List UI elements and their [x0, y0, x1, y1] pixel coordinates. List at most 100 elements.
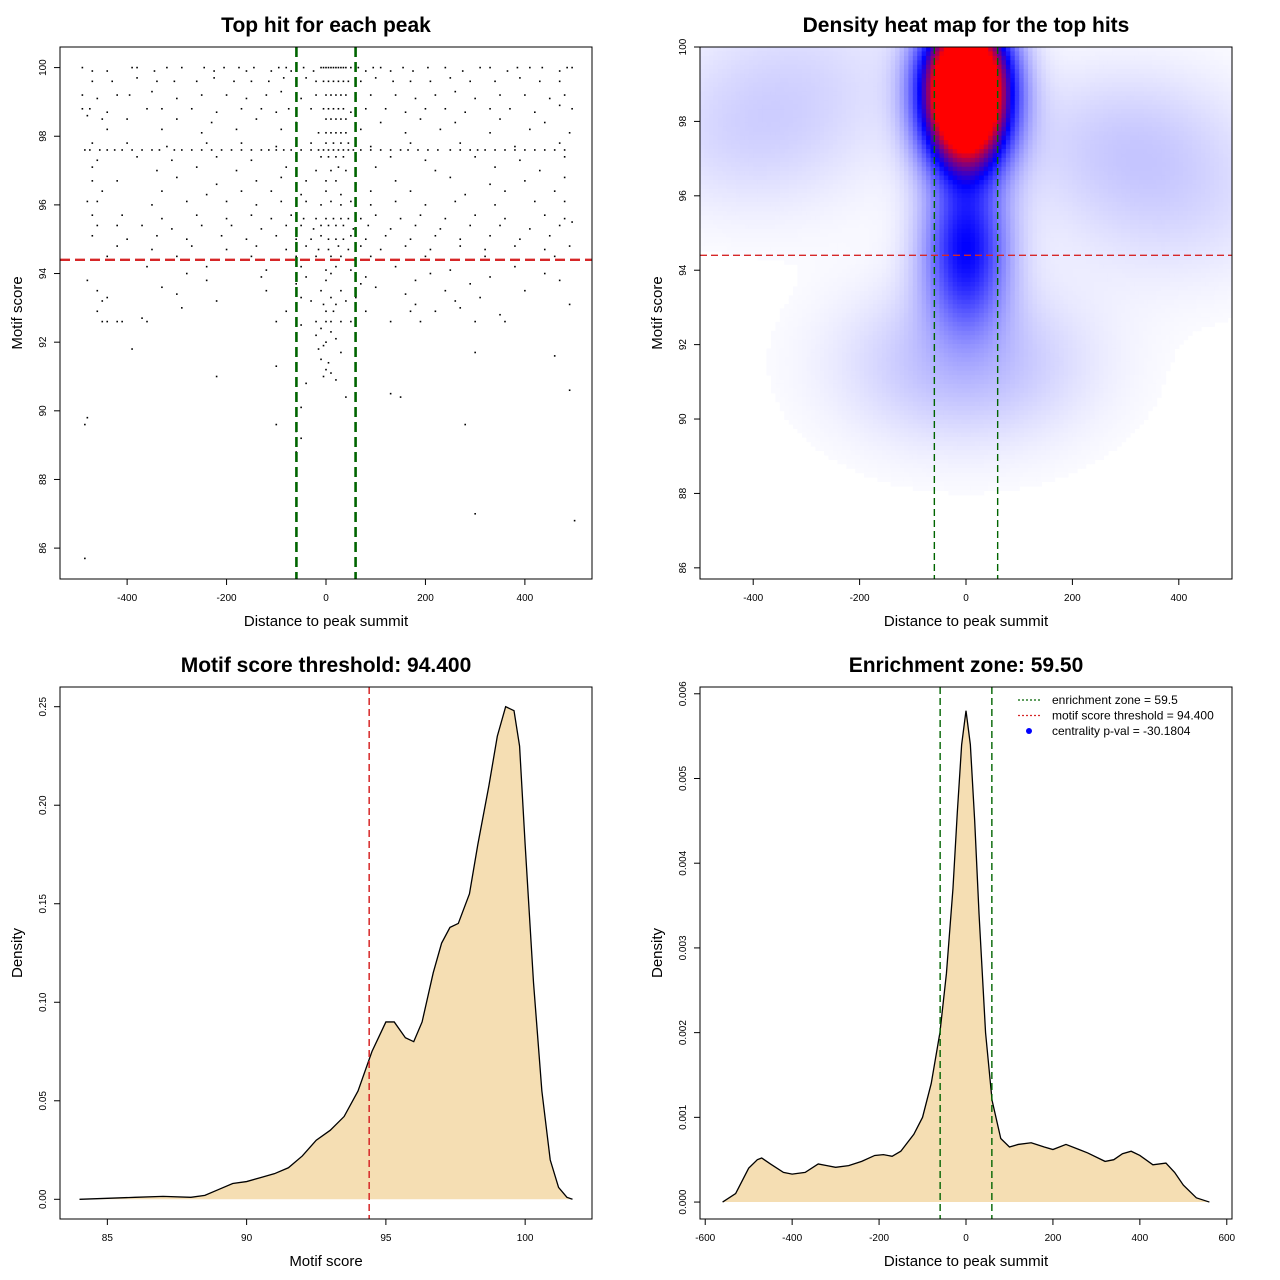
- heat-cell: [1165, 117, 1171, 123]
- heat-cell: [1227, 135, 1232, 141]
- heat-cell: [872, 78, 878, 84]
- heat-cell: [864, 180, 870, 186]
- heat-cell: [1209, 69, 1215, 75]
- heat-cell: [779, 47, 785, 53]
- data-point: [494, 166, 496, 168]
- heat-cell: [1036, 64, 1042, 70]
- heat-cell: [908, 188, 914, 194]
- data-point: [265, 94, 268, 96]
- heat-cell: [1081, 153, 1087, 159]
- data-point: [225, 248, 228, 251]
- heat-cell: [881, 171, 887, 177]
- heat-cell: [877, 131, 883, 137]
- heat-cell: [762, 113, 768, 119]
- heat-cell: [731, 157, 737, 163]
- heat-cell: [1001, 193, 1007, 199]
- heat-cell: [948, 171, 954, 177]
- heat-cell: [943, 86, 949, 92]
- heat-cell: [1103, 104, 1109, 110]
- heat-cell: [753, 86, 759, 92]
- data-point: [524, 289, 526, 292]
- heat-cell: [819, 131, 825, 137]
- heat-cell: [899, 188, 905, 194]
- heat-cell: [1227, 78, 1232, 84]
- heat-cell: [979, 126, 985, 132]
- heat-cell: [700, 166, 706, 172]
- heat-cell: [810, 140, 816, 146]
- data-point: [106, 320, 109, 323]
- heat-cell: [1112, 117, 1118, 123]
- heat-cell: [1223, 184, 1229, 190]
- heat-cell: [1076, 104, 1082, 110]
- heat-cell: [824, 69, 830, 75]
- data-point: [337, 107, 340, 110]
- heat-cell: [886, 86, 892, 92]
- heat-cell: [974, 91, 980, 97]
- heat-cell: [974, 73, 980, 79]
- heat-cell: [797, 197, 803, 203]
- heat-cell: [903, 175, 909, 181]
- heat-cell: [757, 157, 763, 163]
- heat-cell: [1103, 122, 1109, 128]
- heat-cell: [881, 104, 887, 110]
- heat-cell: [961, 197, 967, 203]
- data-point: [360, 128, 362, 131]
- heat-cell: [1019, 206, 1025, 212]
- heat-cell: [819, 60, 825, 66]
- heat-cell: [748, 188, 754, 194]
- heat-cell: [1223, 78, 1229, 84]
- heat-cell: [983, 100, 989, 106]
- heat-cell: [775, 82, 781, 88]
- data-point: [300, 149, 302, 151]
- heat-cell: [881, 197, 887, 203]
- heat-cell: [1032, 91, 1038, 97]
- heat-cell: [886, 166, 892, 172]
- heat-cell: [1183, 117, 1189, 123]
- heat-cell: [1081, 60, 1087, 66]
- heat-cell: [793, 153, 799, 159]
- heat-cell: [1130, 91, 1136, 97]
- heat-cell: [1023, 95, 1029, 101]
- heat-cell: [886, 64, 892, 70]
- heat-cell: [1001, 126, 1007, 132]
- heat-cell: [708, 104, 714, 110]
- heat-cell: [806, 86, 812, 92]
- heat-cell: [801, 69, 807, 75]
- heat-cell: [948, 64, 954, 70]
- heat-cell: [1227, 55, 1232, 61]
- heat-cell: [810, 126, 816, 132]
- heat-cell: [1227, 202, 1232, 208]
- heat-cell: [1134, 175, 1140, 181]
- heat-cell: [731, 109, 737, 115]
- heat-cell: [917, 140, 923, 146]
- heat-cell: [797, 73, 803, 79]
- heat-cell: [1209, 162, 1215, 168]
- heat-cell: [1045, 91, 1051, 97]
- heat-cell: [899, 78, 905, 84]
- heat-cell: [731, 60, 737, 66]
- heat-cell: [997, 69, 1003, 75]
- heat-cell: [744, 175, 750, 181]
- heat-cell: [930, 126, 936, 132]
- heat-cell: [753, 51, 759, 57]
- heat-cell: [815, 126, 821, 132]
- heat-cell: [806, 109, 812, 115]
- heat-cell: [988, 78, 994, 84]
- heat-cell: [1005, 197, 1011, 203]
- heat-cell: [859, 197, 865, 203]
- data-point: [444, 217, 447, 220]
- heat-cell: [1200, 162, 1206, 168]
- heat-cell: [735, 60, 741, 66]
- heat-cell: [704, 47, 710, 53]
- heat-cell: [886, 171, 892, 177]
- heat-cell: [1036, 78, 1042, 84]
- heat-cell: [1147, 122, 1153, 128]
- heat-cell: [1090, 78, 1096, 84]
- heat-cell: [744, 100, 750, 106]
- heat-cell: [708, 184, 714, 190]
- heat-cell: [872, 157, 878, 163]
- heat-cell: [784, 113, 790, 119]
- heat-cell: [1085, 202, 1091, 208]
- heat-cell: [934, 73, 940, 79]
- heat-cell: [1196, 82, 1202, 88]
